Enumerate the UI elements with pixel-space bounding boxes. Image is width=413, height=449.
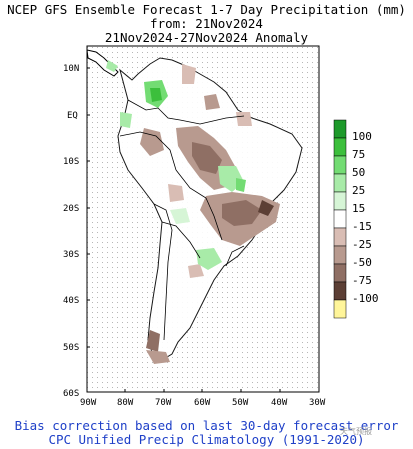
title-line-2: from: 21Nov2024 bbox=[150, 16, 263, 31]
colorbar-swatch-75 bbox=[333, 137, 347, 157]
wet-anomaly-areas bbox=[106, 60, 246, 270]
colorbar-swatch-15 bbox=[333, 191, 347, 211]
lat-label-eq: EQ bbox=[67, 111, 78, 121]
colorbar-label-100: 100 bbox=[352, 130, 372, 143]
latitude-axis: 10N EQ 10S 20S 30S 40S 50S 60S bbox=[63, 64, 90, 399]
colorbar-swatch-minus25 bbox=[333, 245, 347, 265]
country-borders bbox=[119, 99, 245, 341]
colorbar-label-minus25: -25 bbox=[352, 238, 372, 251]
lat-label-50s: 50S bbox=[63, 343, 79, 353]
lon-label-60w: 60W bbox=[194, 398, 211, 408]
colorbar-swatch-minus15 bbox=[333, 227, 347, 247]
title-line-3: 21Nov2024-27Nov2024 Anomaly bbox=[104, 30, 309, 45]
watermark: 天气预报 bbox=[340, 427, 372, 436]
colorbar-swatch-50 bbox=[333, 155, 347, 175]
colorbar-swatch-minus75 bbox=[333, 281, 347, 301]
lon-label-50w: 50W bbox=[232, 398, 249, 408]
lat-label-10n: 10N bbox=[63, 64, 79, 74]
longitude-axis: 90W 80W 70W 60W 50W 40W 30W bbox=[80, 389, 326, 408]
lat-label-40s: 40S bbox=[63, 296, 79, 306]
lat-label-10s: 10S bbox=[63, 157, 79, 167]
map-frame bbox=[86, 45, 320, 393]
lon-label-30w: 30W bbox=[309, 398, 326, 408]
colorbar-swatch-25 bbox=[333, 173, 347, 193]
colorbar-label-minus75: -75 bbox=[352, 274, 372, 287]
colorbar-label-minus50: -50 bbox=[352, 256, 372, 269]
colorbar-swatch-neutral bbox=[333, 209, 347, 229]
lon-label-80w: 80W bbox=[117, 398, 134, 408]
colorbar-label-50: 50 bbox=[352, 166, 365, 179]
footer-line-1: Bias correction based on last 30-day for… bbox=[14, 418, 399, 433]
colorbar-label-minus15: -15 bbox=[352, 220, 372, 233]
lat-label-60s: 60S bbox=[63, 389, 79, 399]
title-line-1: NCEP GFS Ensemble Forecast 1-7 Day Preci… bbox=[7, 2, 406, 17]
colorbar-label-minus100: -100 bbox=[352, 292, 379, 305]
colorbar-label-25: 25 bbox=[352, 184, 365, 197]
colorbar-swatch-minus50 bbox=[333, 263, 347, 283]
colorbar-label-15: 15 bbox=[352, 202, 365, 215]
colorbar-label-75: 75 bbox=[352, 148, 365, 161]
lat-label-30s: 30S bbox=[63, 250, 79, 260]
lon-label-90w: 90W bbox=[80, 398, 97, 408]
footer-line-2: CPC Unified Precip Climatology (1991-202… bbox=[48, 432, 365, 447]
lon-label-70w: 70W bbox=[155, 398, 172, 408]
colorbar-swatch-100 bbox=[333, 119, 347, 139]
colorbar-swatch-minus100 bbox=[333, 299, 347, 319]
colorbar: 100 75 50 25 15 -15 -25 -50 -75 -100 bbox=[333, 119, 379, 319]
lat-label-20s: 20S bbox=[63, 204, 79, 214]
lon-label-40w: 40W bbox=[271, 398, 288, 408]
